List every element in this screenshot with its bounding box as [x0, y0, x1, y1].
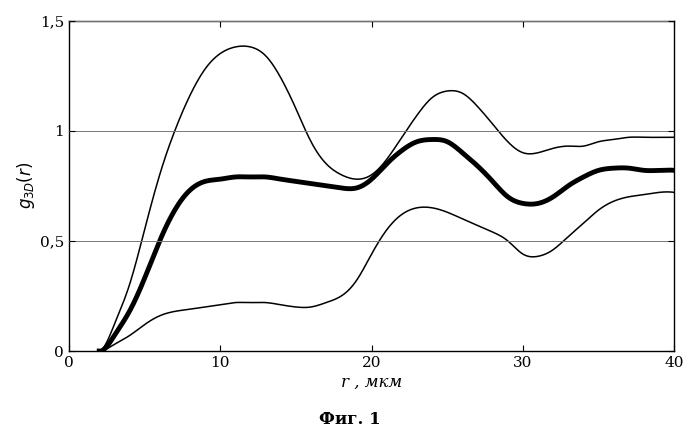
X-axis label: r , мкм: r , мкм — [341, 374, 402, 391]
Y-axis label: $g_{3D}(r)$: $g_{3D}(r)$ — [15, 162, 37, 210]
Text: Фиг. 1: Фиг. 1 — [319, 411, 380, 428]
